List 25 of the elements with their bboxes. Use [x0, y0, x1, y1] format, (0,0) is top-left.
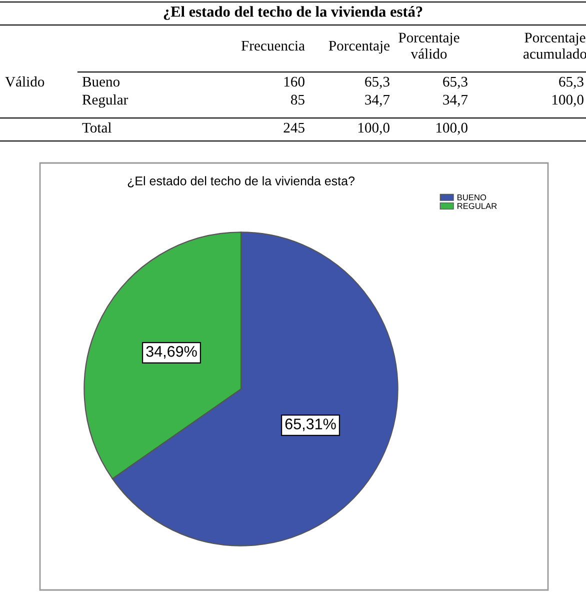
text: Porcentaje acumulado [524, 32, 586, 59]
text: Porcentaje [328, 40, 390, 54]
text: 100,0 [552, 94, 584, 107]
data-label: 65,31% [285, 418, 336, 432]
text: 100,0 [436, 122, 468, 135]
text: Regular [82, 94, 128, 108]
text: 65,3 [365, 76, 390, 89]
text: Porcentaje válido [398, 32, 460, 59]
text: Bueno [82, 76, 120, 87]
text: Total [82, 122, 112, 133]
text: 34,7 [365, 94, 390, 107]
chart-title: ¿El estado del techo de la vivienda esta? [128, 176, 355, 188]
data-label: 34,69% [146, 346, 197, 359]
text: 65,3 [443, 76, 468, 89]
legend-label: REGULAR [458, 203, 497, 209]
text: 85 [290, 94, 304, 105]
text: 100,0 [358, 122, 390, 135]
text: 34,7 [443, 94, 468, 107]
text: 65,3 [559, 76, 584, 89]
text: 245 [284, 122, 304, 133]
legend-label: BUENO [458, 194, 486, 200]
text: Válido [5, 76, 44, 87]
text: 160 [284, 76, 304, 87]
text: ¿El estado del techo de la vivienda está? [164, 6, 422, 20]
text: Frecuencia [241, 40, 305, 51]
